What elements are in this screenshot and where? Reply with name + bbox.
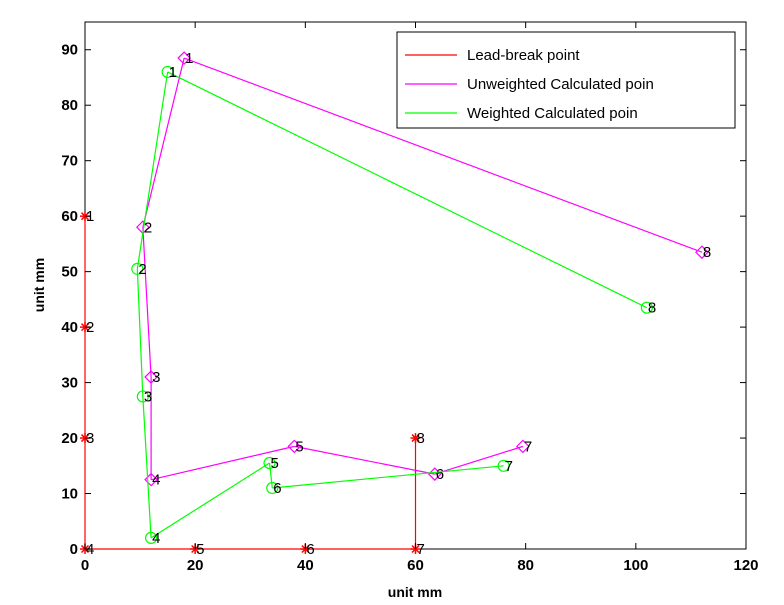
x-tick-label: 40 (297, 557, 314, 574)
y-tick-label: 0 (70, 541, 78, 558)
point-label: 6 (436, 466, 444, 483)
diamond-marker (287, 439, 302, 454)
y-tick-label: 10 (61, 486, 78, 503)
circle-marker (145, 531, 158, 545)
y-tick-label: 40 (61, 319, 78, 336)
circle-marker (131, 262, 144, 275)
asterisk-marker (411, 434, 420, 443)
series-line-segment (294, 445, 435, 475)
x-tick-label: 100 (623, 557, 648, 574)
y-tick-label: 70 (61, 153, 78, 170)
x-tick-label: 80 (517, 557, 534, 574)
series-line-segment (142, 57, 185, 228)
series-line-segment (150, 462, 270, 539)
series-2: 1 2 3 4 5 6 7 8 (131, 64, 656, 547)
point-label: 6 (306, 541, 314, 558)
y-axis-title: unit mm (31, 258, 47, 312)
legend-entry: Weighted Calculated poin (467, 105, 638, 122)
diamond-marker (516, 439, 530, 454)
series-line-segment (142, 227, 152, 378)
circle-marker (263, 456, 276, 470)
axes: 0 20 40 60 80 100 120 0 10 20 30 40 50 60 70 80 90 (61, 22, 759, 574)
series-1: 1 2 3 4 5 6 7 8 (135, 50, 711, 489)
point-label: 7 (417, 541, 425, 558)
series-line-segment (268, 462, 273, 489)
legend-entry: Unweighted Calculated poin (467, 76, 654, 93)
point-label: 2 (144, 219, 152, 236)
x-tick-label: 60 (407, 557, 424, 574)
x-tick-label: 0 (81, 557, 89, 574)
diamond-marker (177, 51, 191, 65)
legend: Lead-break point Unweighted Calculated po… (396, 31, 736, 129)
point-label: 4 (152, 530, 160, 547)
series-line-segment (167, 71, 648, 309)
x-tick-label: 120 (733, 557, 758, 574)
series-line-segment (142, 396, 152, 538)
y-tick-label: 20 (61, 430, 78, 447)
point-label: 2 (138, 261, 146, 278)
y-tick-label: 80 (61, 97, 78, 114)
y-tick-label: 50 (61, 264, 78, 281)
legend-entry: Lead-break point (467, 47, 580, 64)
series-line-segment (150, 445, 295, 481)
point-label: 5 (196, 541, 204, 558)
y-tick-label: 30 (61, 375, 78, 392)
point-label: 3 (152, 369, 160, 386)
point-label: 6 (273, 480, 281, 497)
series-line-segment (183, 57, 703, 253)
x-axis-title: unit mm (388, 584, 442, 600)
point-label: 7 (524, 438, 532, 455)
point-label: 1 (185, 50, 193, 67)
diamond-marker (144, 370, 158, 384)
series-line-segment (434, 445, 524, 475)
circle-marker (136, 390, 149, 403)
circle-marker (266, 481, 279, 495)
legend-box (396, 31, 736, 129)
x-tick-label: 20 (187, 557, 204, 574)
point-label: 7 (505, 458, 513, 475)
series-line-segment (136, 268, 144, 397)
series-line-segment (272, 465, 504, 489)
diamond-marker (695, 245, 709, 260)
point-label: 5 (271, 455, 279, 472)
point-label: 5 (295, 438, 303, 455)
y-tick-label: 60 (61, 208, 78, 225)
circle-marker (161, 65, 174, 79)
point-label: 3 (144, 388, 152, 405)
point-label: 4 (152, 472, 160, 489)
point-label: 8 (417, 430, 425, 447)
y-tick-label: 90 (61, 42, 78, 59)
point-label: 8 (703, 244, 711, 261)
point-label: 8 (648, 300, 656, 317)
circle-marker (640, 301, 653, 314)
point-label: 1 (169, 64, 177, 81)
circle-marker (497, 459, 510, 472)
series-line-segment (136, 71, 169, 269)
